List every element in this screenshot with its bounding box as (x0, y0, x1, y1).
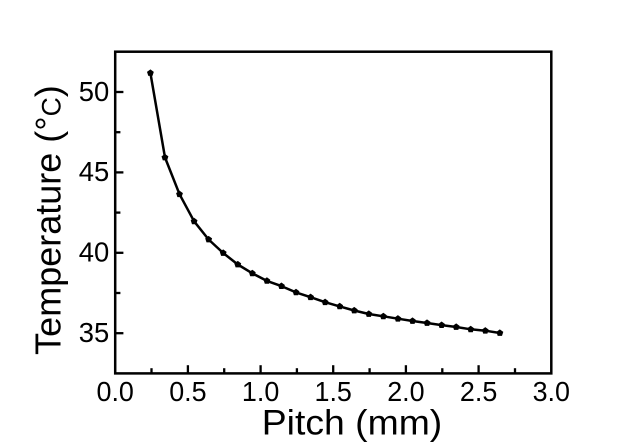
svg-text:Pitch (mm): Pitch (mm) (262, 403, 443, 443)
svg-text:40: 40 (79, 237, 110, 268)
svg-text:1.0: 1.0 (242, 376, 279, 407)
svg-text:50: 50 (79, 76, 110, 107)
svg-text:0.5: 0.5 (169, 376, 206, 407)
svg-text:2.0: 2.0 (387, 376, 424, 407)
svg-text:35: 35 (79, 317, 110, 348)
svg-text:2.5: 2.5 (460, 376, 497, 407)
svg-text:0.0: 0.0 (97, 376, 134, 407)
svg-text:45: 45 (79, 156, 110, 187)
svg-text:1.5: 1.5 (315, 376, 352, 407)
svg-text:Temperature (°C): Temperature (°C) (28, 85, 69, 355)
svg-text:3.0: 3.0 (533, 376, 570, 407)
